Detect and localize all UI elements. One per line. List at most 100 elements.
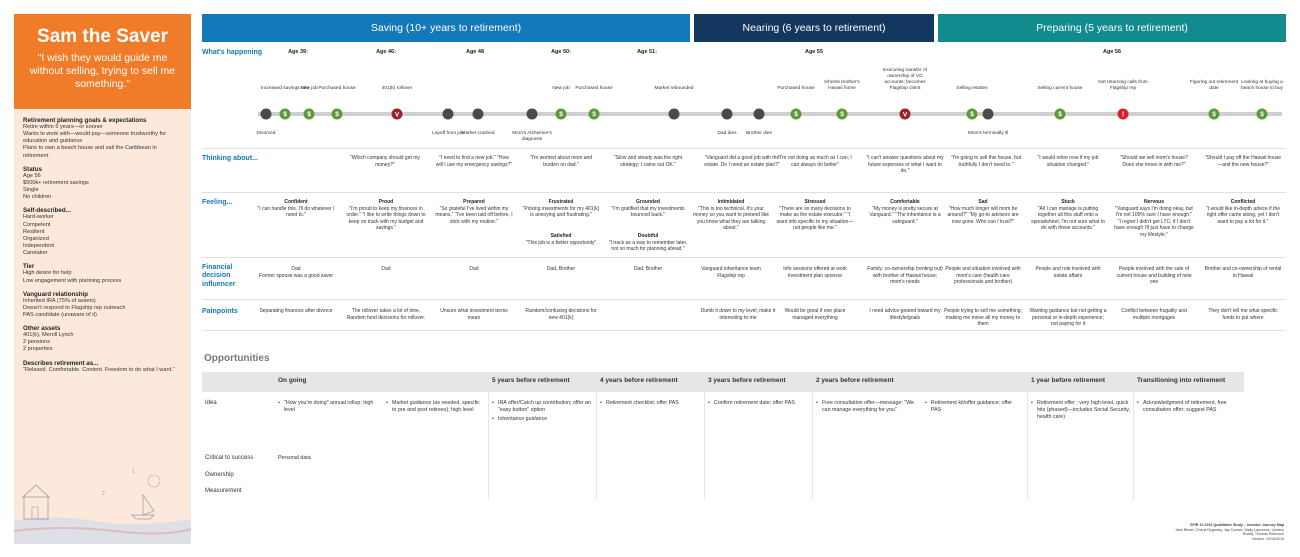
- painpoint-text: Would be great if one place managed ever…: [784, 308, 846, 321]
- painpoint-text: They don't tell me what specific funds t…: [1208, 308, 1278, 321]
- vanguard-event-icon: [391, 108, 403, 120]
- persona-section-title: Status: [23, 165, 42, 173]
- persona-section: Vanguard relationship Inherited IRA (75% …: [23, 291, 182, 319]
- savings-event-icon: [1208, 108, 1220, 120]
- persona-section-title: Tier: [23, 263, 35, 271]
- dollar-icon: $: [1260, 111, 1264, 118]
- column-divider: [1027, 372, 1028, 500]
- feeling-quote: "All I can manage is putting together al…: [1031, 205, 1105, 232]
- row-label-influencer: Financial decision influencer: [202, 264, 236, 288]
- feeling-card: Intimidated "This is too technical. It's …: [691, 199, 771, 232]
- timeline-event-label: Market crashed: [461, 131, 495, 136]
- influencer-text: Dad: [381, 266, 391, 272]
- influencer-text: Former spouse was a good saver: [258, 273, 334, 279]
- opportunity-idea: Acknowledgment of retirement, free consu…: [1137, 400, 1241, 414]
- opportunity-idea-list: IRA offer/Catch up contribution; offer a…: [492, 400, 592, 425]
- age-label: Age 48: [465, 49, 485, 55]
- opportunity-idea: Inheritance guidance: [492, 416, 592, 423]
- feeling-card: Sad "How much longer will mom be around?"…: [943, 199, 1023, 225]
- timeline-event-label: Mom's Alzheimer's diagnosis: [512, 131, 552, 142]
- persona-section-line: Inherited IRA (75% of assets): [23, 297, 96, 304]
- dollar-icon: $: [283, 111, 287, 118]
- dollar-icon: $: [840, 111, 844, 118]
- persona-section-line: Low engagement with planning process: [23, 277, 122, 284]
- feeling-card: Confident "I can handle this. I'll do wha…: [256, 199, 336, 219]
- column-divider: [488, 372, 489, 500]
- influencer-text: Brother and co-ownership of rental in Ha…: [1204, 266, 1282, 279]
- timeline-event-label: Not returning calls from Flagship rep: [1098, 80, 1148, 92]
- column-divider: [596, 372, 597, 500]
- feeling-quote: "My money is pretty secure at Vanguard."…: [869, 205, 941, 225]
- feeling-mood: Stressed: [804, 199, 826, 205]
- opportunity-idea: Retirement checklist; offer PAS: [600, 400, 700, 407]
- feeling-mood: Intimidated: [717, 199, 745, 205]
- row-divider: [202, 192, 1286, 193]
- painpoint-text: The rollover takes a lot of time. Random…: [346, 308, 426, 321]
- critical-to-success-value: Personal data: [278, 455, 311, 461]
- timeline-event-label: Looking at buying a beach house to buy: [1241, 80, 1283, 92]
- thinking-quote: "I can't answer questions about my futur…: [866, 155, 944, 174]
- persona-section-title: Vanguard relationship: [23, 290, 88, 298]
- savings-event-icon: [279, 108, 291, 120]
- feeling-card: Grounded "I'm gratified that my investmen…: [608, 199, 688, 219]
- thinking-quote: "Should I pay off the Hawaii house—and t…: [1204, 155, 1282, 168]
- alert-event-icon: [1117, 108, 1129, 120]
- column-divider: [704, 372, 705, 500]
- opportunity-row-label: Idea: [205, 400, 217, 406]
- timeline-event-label: Brother dies: [746, 131, 772, 136]
- opportunity-idea: Retirement offer ; very high level, quic…: [1031, 400, 1131, 421]
- document-footer: SPIR 10 2016 Qualitative Study – Investo…: [1174, 523, 1284, 542]
- opportunity-idea-list: Retirement offer ; very high level, quic…: [1031, 400, 1131, 423]
- persona-section-line: 2 pensions: [23, 339, 51, 346]
- painpoint-text: I need advice geared toward my lifestyle…: [869, 308, 941, 321]
- persona-section-line: Plans to own a beach house and sail the …: [23, 145, 157, 159]
- painpoint-text: Dumb it down to my level; make it intere…: [700, 308, 776, 321]
- feeling-mood: Nervous: [1143, 199, 1164, 205]
- timeline-event-label: 401(k) rollover: [381, 86, 413, 92]
- persona-section-line: "Relaxed. Comfortable. Content. Freedom …: [23, 366, 175, 373]
- opportunity-idea-list: Retirement kit/offer guidance; offer PAS: [925, 400, 1021, 416]
- persona-section-title: Self-described...: [23, 207, 71, 215]
- opportunity-column-header: 5 years before retirement: [492, 377, 570, 384]
- persona-header: Sam the Saver "I wish they would guide m…: [14, 14, 191, 109]
- timeline-event-label: Divorced: [256, 131, 276, 136]
- life-event-icon: [526, 108, 538, 120]
- opportunity-column-header: 4 years before retirement: [600, 377, 678, 384]
- timeline-event-label: Dad dies: [717, 131, 737, 136]
- influencer-text: Vanguard inheritance team Flagship rep: [701, 266, 761, 279]
- feeling-quote: "I'm proud to keep my finances in order.…: [346, 205, 426, 232]
- row-divider: [202, 299, 1286, 300]
- footer-line: Jane Bilmer, Cheryl Rygorsky, Jay Conrad…: [1175, 527, 1284, 537]
- feeling-quote: "Picking investments for my 401(k) is an…: [522, 205, 600, 219]
- row-divider: [202, 257, 1286, 258]
- persona-section: Self-described... Hard-worker Competent Res…: [23, 207, 182, 257]
- opportunity-row-label: Measurement: [205, 488, 242, 494]
- feeling-quote: "This job is a better opportunity": [525, 239, 597, 246]
- age-label: Age 56: [1102, 49, 1122, 55]
- vanguard-event-icon: [899, 108, 911, 120]
- thinking-quote: "I need to find a new job." "How will I …: [435, 155, 513, 168]
- feeling-quote: "So grateful I've lived within my means.…: [435, 205, 513, 225]
- persona-name: Sam the Saver: [37, 26, 168, 47]
- footer-line: Version: 10/16/2015: [1252, 537, 1284, 542]
- life-event-icon: [753, 108, 765, 120]
- opportunity-column-header: Transitioning into retirement: [1137, 377, 1226, 384]
- age-label: Age 46:: [376, 49, 396, 55]
- age-label: Age 39:: [288, 49, 308, 55]
- savings-event-icon: [1256, 108, 1268, 120]
- persona-section-line: 401(k), Merrill Lynch: [23, 332, 74, 339]
- feeling-mood: Satisfied: [550, 233, 572, 239]
- feeling-card: Proud "I'm proud to keep my finances in o…: [346, 199, 426, 232]
- persona-section-line: Organized: [23, 235, 49, 242]
- exclamation-icon: !: [1122, 111, 1124, 118]
- thinking-quote: "Vanguard did a good job with the estate…: [704, 155, 780, 168]
- column-divider: [812, 372, 813, 500]
- painpoint-text: Wanting guidance but not getting a perso…: [1029, 308, 1107, 327]
- timeline-event-label: Selling estates: [956, 86, 988, 92]
- life-event-icon: [442, 108, 454, 120]
- row-label-painpoints: Painpoints: [202, 308, 238, 315]
- timeline-event-label: Purchased house: [318, 86, 356, 92]
- thinking-quote: "Slow and steady was the right strategy;…: [613, 155, 683, 168]
- thinking-quote: "I'm not doing as much as I can; I can a…: [778, 155, 852, 168]
- influencer-text: Info sessions offered at work Investment…: [783, 266, 847, 279]
